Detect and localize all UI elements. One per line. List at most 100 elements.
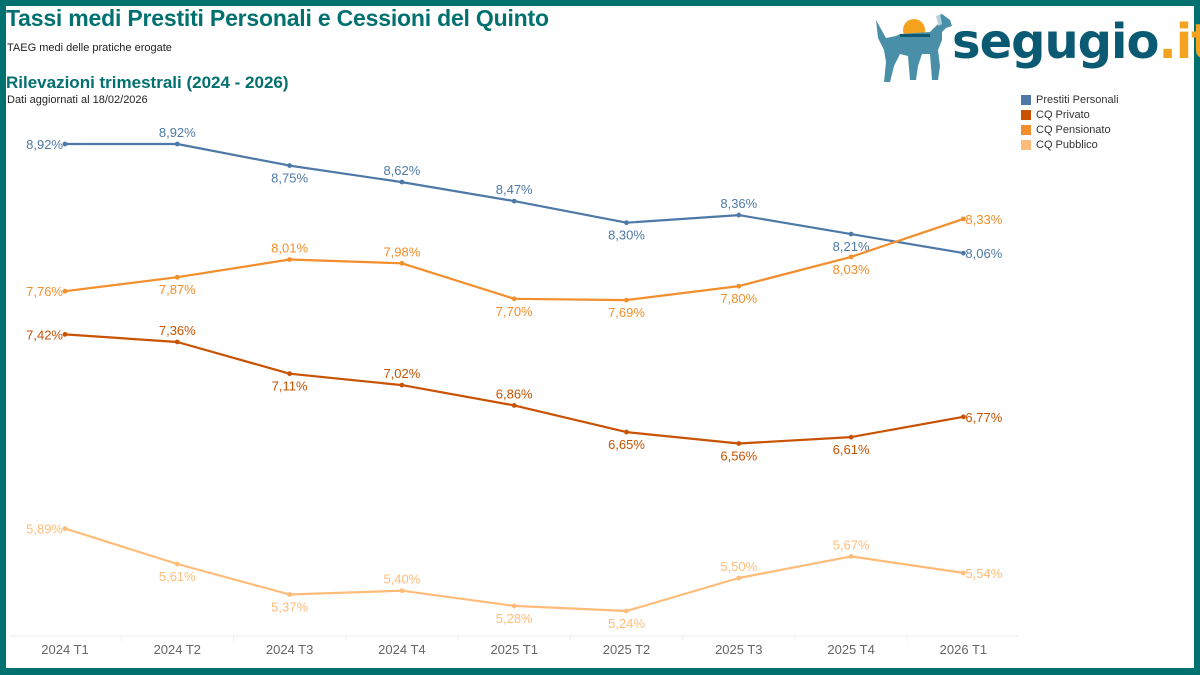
legend-item-cq-pensionato[interactable]: CQ Pensionato	[1021, 122, 1119, 137]
legend-item-prestiti-personali[interactable]: Prestiti Personali	[1021, 92, 1119, 107]
data-label: 7,42%	[26, 327, 63, 342]
chart-title: Tassi medi Prestiti Personali e Cessioni…	[6, 5, 549, 31]
data-label: 5,28%	[496, 611, 533, 626]
x-tick-label: 2025 T2	[603, 642, 650, 657]
data-label: 7,69%	[608, 305, 645, 320]
data-label: 7,11%	[272, 379, 308, 394]
data-point	[736, 212, 742, 218]
data-point	[848, 231, 854, 237]
data-point	[624, 297, 629, 303]
data-point	[62, 288, 68, 294]
data-point	[62, 331, 68, 337]
data-point	[287, 592, 292, 597]
data-point	[174, 274, 180, 280]
data-label: 5,54%	[965, 566, 1002, 581]
data-label: 7,80%	[720, 291, 757, 306]
legend-label: CQ Pubblico	[1036, 138, 1098, 151]
data-label: 5,50%	[720, 559, 757, 574]
legend-swatch	[1021, 109, 1031, 120]
data-point	[399, 179, 405, 185]
data-label: 8,62%	[383, 163, 420, 178]
data-point	[624, 220, 629, 226]
data-point	[736, 441, 742, 446]
data-point	[287, 163, 292, 168]
series-line-0	[65, 142, 964, 255]
data-label: 5,40%	[383, 572, 420, 587]
data-label: 8,75%	[271, 171, 308, 186]
data-label: 6,65%	[608, 437, 645, 452]
data-point	[399, 588, 405, 594]
legend-label: CQ Pensionato	[1036, 123, 1111, 136]
data-point	[961, 250, 966, 256]
data-point	[174, 561, 180, 567]
x-tick-label: 2025 T3	[715, 642, 762, 657]
data-point	[62, 526, 68, 531]
data-label: 5,24%	[608, 616, 645, 631]
data-point	[624, 608, 629, 614]
data-label: 7,76%	[26, 284, 63, 299]
data-label: 5,89%	[26, 522, 63, 537]
data-point	[736, 283, 742, 289]
data-label: 7,87%	[159, 282, 196, 297]
data-point	[174, 339, 180, 345]
chart-card	[6, 6, 1194, 668]
data-point	[511, 403, 517, 408]
dog-icon	[876, 14, 952, 82]
data-point	[287, 257, 292, 262]
data-point	[736, 575, 742, 581]
legend-label: Prestiti Personali	[1036, 93, 1119, 106]
updated-date: Dati aggiornati al 18/02/2026	[7, 94, 148, 106]
legend-swatch	[1021, 124, 1031, 135]
legend-swatch	[1021, 94, 1031, 105]
x-tick-label: 2024 T2	[154, 642, 201, 657]
data-point	[848, 434, 854, 440]
data-label: 8,01%	[271, 240, 308, 255]
legend-item-cq-pubblico[interactable]: CQ Pubblico	[1021, 137, 1119, 152]
data-label: 6,61%	[833, 442, 870, 457]
legend-label: CQ Privato	[1036, 108, 1090, 121]
data-point	[961, 216, 966, 222]
data-point	[174, 141, 180, 147]
data-label: 8,03%	[833, 262, 870, 277]
data-point	[961, 414, 966, 420]
data-label: 7,98%	[383, 244, 420, 259]
data-point	[399, 382, 405, 388]
data-label: 8,30%	[608, 228, 645, 243]
data-label: 7,70%	[496, 304, 533, 319]
data-point	[287, 371, 292, 377]
legend: Prestiti Personali CQ Privato CQ Pension…	[1021, 92, 1119, 152]
section-title: Rilevazioni trimestrali (2024 - 2026)	[6, 73, 289, 92]
data-point	[624, 429, 629, 435]
data-point	[511, 296, 517, 302]
x-tick-label: 2024 T3	[266, 642, 313, 657]
logo-wordmark: segugio.it	[952, 14, 1200, 70]
data-label: 8,06%	[965, 246, 1002, 261]
data-point	[511, 198, 517, 204]
segugio-logo: segugio.it	[870, 6, 1200, 86]
x-tick-label: 2024 T4	[378, 642, 425, 657]
chart-subtitle: TAEG medi delle pratiche erogate	[7, 42, 172, 54]
data-label: 8,21%	[833, 239, 870, 254]
data-label: 8,33%	[965, 212, 1002, 227]
data-point	[848, 254, 854, 260]
x-tick-label: 2024 T1	[41, 642, 88, 657]
data-label: 7,02%	[383, 366, 420, 381]
x-tick-label: 2025 T1	[490, 642, 537, 657]
data-label: 8,92%	[159, 125, 196, 140]
data-label: 8,92%	[26, 137, 63, 152]
x-tick-label: 2026 T1	[940, 642, 987, 657]
legend-item-cq-privato[interactable]: CQ Privato	[1021, 107, 1119, 122]
data-point	[399, 260, 405, 266]
data-label: 6,86%	[496, 386, 533, 401]
data-label: 8,36%	[720, 196, 757, 211]
x-tick-label: 2025 T4	[827, 642, 874, 657]
data-label: 8,47%	[496, 182, 533, 197]
data-point	[511, 603, 517, 609]
data-label: 7,36%	[159, 323, 196, 338]
data-point	[848, 554, 854, 559]
legend-swatch	[1021, 139, 1031, 150]
data-point	[961, 570, 966, 576]
data-label: 5,37%	[271, 600, 308, 615]
data-label: 6,56%	[720, 448, 757, 463]
